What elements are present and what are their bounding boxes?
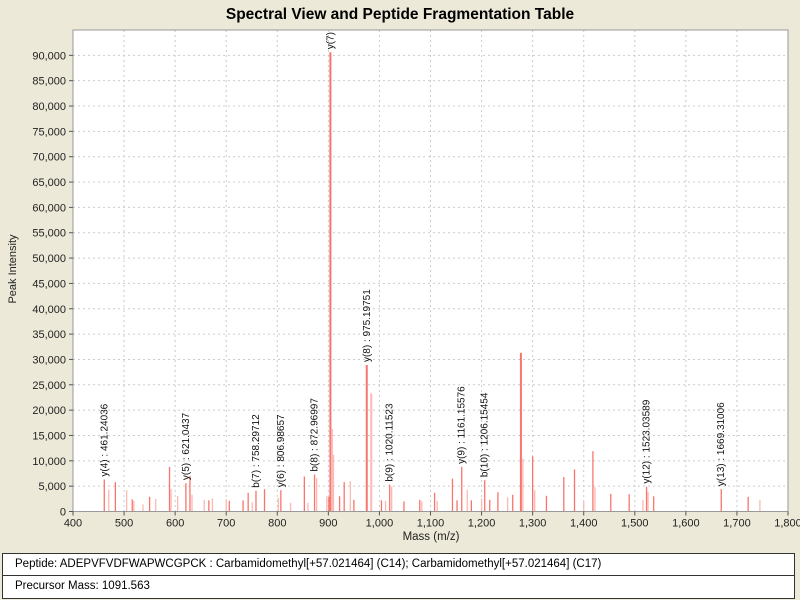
y-tick-label: 55,000 [32, 228, 66, 240]
peak-label: y(8) : 975.19751 [362, 289, 373, 362]
x-tick-label: 1,300 [519, 518, 547, 530]
y-tick-label: 5,000 [38, 481, 66, 493]
peak-label: y(12) : 1523.03589 [642, 399, 653, 483]
y-tick-label: 45,000 [32, 278, 66, 290]
x-tick-label: 700 [217, 518, 235, 530]
x-tick-label: 1,200 [468, 518, 496, 530]
y-tick-label: 90,000 [32, 50, 66, 62]
x-tick-label: 600 [166, 518, 184, 530]
y-axis-label: Peak Intensity [7, 234, 19, 304]
spectrum-plot[interactable]: 400 500 600 700 800 900 1,000 1,100 1,200 1,300 1,… [0, 0, 800, 553]
peak-labels: y(4) : 461.24036 y(5) : 621.0437 b(7) : 75… [99, 32, 727, 488]
x-tick-label: 1,600 [672, 518, 700, 530]
y-tick-label: 80,000 [32, 101, 66, 113]
precursor-mass-text: Precursor Mass: 1091.563 [15, 580, 150, 592]
y-tick-label: 10,000 [32, 456, 66, 468]
precursor-mass-box: Precursor Mass: 1091.563 [2, 575, 795, 599]
x-tick-label: 500 [115, 518, 133, 530]
peak-label: y(5) : 621.0437 [181, 412, 192, 480]
peak-label: b(9) : 1020.11523 [385, 403, 396, 482]
peak-label: b(10) : 1206.15454 [480, 392, 491, 477]
y-tick-label: 30,000 [32, 354, 66, 366]
axis-ticks: 400 500 600 700 800 900 1,000 1,100 1,200 1,300 1,… [32, 50, 800, 529]
x-tick-label: 1,800 [774, 518, 800, 530]
peptide-info-text: Peptide: ADEPVFVDFWAPWCGPCK : Carbamidom… [15, 558, 602, 570]
x-tick-label: 800 [268, 518, 286, 530]
peak-label: y(9) : 1161.15576 [457, 386, 468, 464]
x-tick-label: 1,700 [723, 518, 751, 530]
y-tick-label: 50,000 [32, 253, 66, 265]
peak-label: y(6) : 806.98657 [276, 414, 287, 487]
y-tick-label: 85,000 [32, 76, 66, 88]
y-tick-label: 20,000 [32, 405, 66, 417]
x-tick-label: 400 [64, 518, 82, 530]
x-axis-label: Mass (m/z) [402, 531, 460, 543]
x-tick-label: 1,000 [366, 518, 394, 530]
peak-label: b(8) : 872.96997 [310, 398, 321, 472]
page-title: Spectral View and Peptide Fragmentation … [225, 6, 575, 23]
y-tick-label: 60,000 [32, 202, 66, 214]
peak-label: y(7) [325, 32, 336, 49]
peak-label: y(4) : 461.24036 [99, 403, 110, 476]
y-tick-label: 65,000 [32, 177, 66, 189]
peptide-info-box: Peptide: ADEPVFVDFWAPWCGPCK : Carbamidom… [2, 553, 795, 577]
x-tick-label: 1,400 [570, 518, 598, 530]
y-tick-label: 35,000 [32, 329, 66, 341]
peak-label: b(7) : 758.29712 [251, 414, 262, 488]
spectrum-peaks [103, 52, 761, 512]
x-tick-label: 1,100 [417, 518, 445, 530]
peak-label: y(13) : 1669.31006 [716, 402, 727, 486]
x-tick-label: 900 [319, 518, 337, 530]
y-tick-label: 25,000 [32, 380, 66, 392]
x-tick-label: 1,500 [621, 518, 649, 530]
y-tick-label: 40,000 [32, 304, 66, 316]
y-tick-label: 75,000 [32, 126, 66, 138]
y-tick-label: 15,000 [32, 430, 66, 442]
y-tick-label: 70,000 [32, 152, 66, 164]
y-tick-label: 0 [60, 507, 66, 519]
